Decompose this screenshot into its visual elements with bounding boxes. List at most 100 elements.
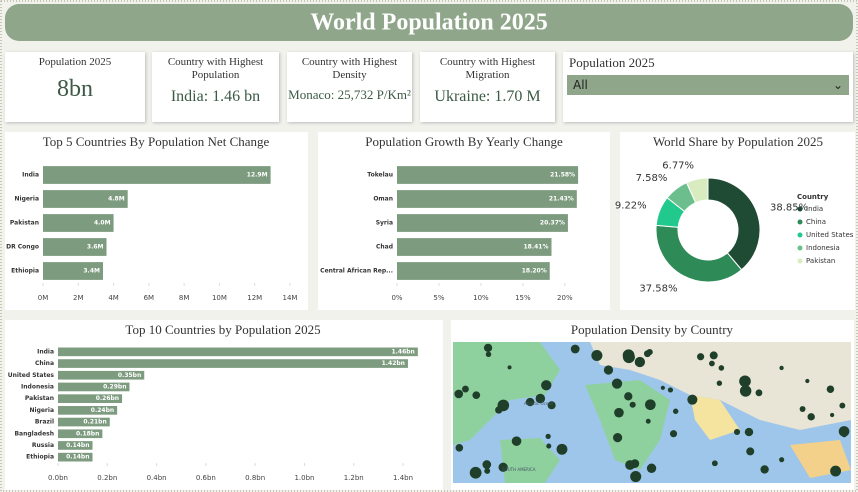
map-dot xyxy=(541,380,552,391)
map-dot xyxy=(760,465,769,474)
legend-swatch xyxy=(797,245,803,251)
card-value: India: 1.46 bn xyxy=(170,88,261,105)
bar xyxy=(58,417,110,427)
y-tick-label: Oman xyxy=(373,196,393,203)
data-label: 21.43% xyxy=(549,196,574,203)
map-dot xyxy=(454,389,464,399)
y-tick-label: India xyxy=(37,348,54,355)
slicer-dropdown[interactable]: All ⌄ xyxy=(567,75,849,95)
chevron: ⌄ xyxy=(832,78,843,92)
data-label: 6.77% xyxy=(662,160,694,171)
map-dot xyxy=(687,394,698,405)
map-dot xyxy=(660,385,665,390)
data-label: 0.35bn xyxy=(118,372,141,379)
y-tick-label: Pakistan xyxy=(25,395,54,402)
x-tick-label: 20% xyxy=(557,294,573,302)
data-label: 18.20% xyxy=(522,268,547,275)
map-dot xyxy=(841,431,847,438)
panel xyxy=(5,320,443,490)
legend-swatch xyxy=(797,232,803,238)
map-dot xyxy=(613,433,623,443)
x-tick-label: 1.0bn xyxy=(294,474,314,482)
map-dot xyxy=(556,443,568,455)
map-dot xyxy=(711,460,718,467)
bar xyxy=(43,190,128,208)
legend-title: Country xyxy=(797,193,829,201)
data-label: 3.4M xyxy=(83,268,100,275)
data-label: 0.24bn xyxy=(91,407,114,414)
map-dot xyxy=(472,391,481,400)
map-dot xyxy=(546,443,552,449)
bar xyxy=(58,452,93,462)
y-tick-label: DR Congo xyxy=(6,244,39,251)
donut-slice xyxy=(707,177,761,271)
bar xyxy=(58,370,145,380)
x-tick-label: 12M xyxy=(247,294,262,302)
y-tick-label: Russia xyxy=(32,442,54,449)
map-dot xyxy=(498,462,508,472)
map-dot xyxy=(462,385,469,393)
legend-label: Indonesia xyxy=(806,244,840,252)
data-label: 9.22% xyxy=(615,201,647,212)
kpi-card: Country with Highest Population India: 1.… xyxy=(152,52,279,122)
map-dot xyxy=(716,380,723,386)
map-dot xyxy=(591,349,603,362)
data-label: 3.6M xyxy=(87,244,104,251)
y-tick-label: Nigeria xyxy=(14,196,39,203)
map-dot xyxy=(672,408,679,414)
bar xyxy=(58,347,418,357)
map-dot xyxy=(826,385,835,393)
donut-slice xyxy=(655,224,743,283)
y-tick-label: Bangladesh xyxy=(14,430,54,437)
map-dot xyxy=(570,344,580,354)
data-label: 18.41% xyxy=(523,244,548,251)
map-dot xyxy=(622,349,635,362)
bar xyxy=(58,394,123,403)
y-tick-label: Central African Rep... xyxy=(320,268,393,275)
x-tick-label: 8M xyxy=(179,294,190,302)
map-dot xyxy=(485,351,492,358)
map-dot xyxy=(739,385,752,397)
map-dot xyxy=(603,365,614,375)
map-dot xyxy=(455,444,464,452)
legend-swatch xyxy=(797,219,803,225)
legend-label: India xyxy=(806,205,823,213)
map-dot xyxy=(469,466,482,479)
map-dot xyxy=(630,470,642,483)
bar xyxy=(397,214,568,232)
y-tick-label: Indonesia xyxy=(21,383,54,390)
legend-swatch xyxy=(797,258,803,264)
bar xyxy=(397,238,552,256)
kpi-card: Population 2025 8bn xyxy=(5,52,145,122)
map-dot xyxy=(644,399,656,411)
y-tick-label: Nigeria xyxy=(29,407,54,414)
x-tick-label: 1.4bn xyxy=(393,474,413,482)
chart-title: Population Growth By Yearly Change xyxy=(365,134,563,149)
y-tick-label: United States xyxy=(8,372,55,379)
data-label: 0.14bn xyxy=(66,454,89,461)
data-label: 0.26bn xyxy=(96,395,119,402)
map-dot xyxy=(829,412,835,418)
data-label: 0.14bn xyxy=(66,442,89,449)
map-label: SOUTH AMERICA xyxy=(502,467,536,472)
map-dot xyxy=(667,387,674,393)
slicer-label: Population 2025 xyxy=(569,55,655,70)
x-tick-label: 0.2bn xyxy=(97,474,117,482)
map-dot xyxy=(483,343,493,353)
data-label: 1.46bn xyxy=(391,348,414,355)
y-tick-label: Brazil xyxy=(35,419,54,426)
map-dot xyxy=(805,378,810,384)
x-tick-label: 0.8bn xyxy=(245,474,265,482)
legend-label: Pakistan xyxy=(806,257,835,265)
data-label: 4.0M xyxy=(94,220,111,227)
data-label: 0.21bn xyxy=(83,419,106,426)
map-dot xyxy=(643,350,651,358)
x-tick-label: 10M xyxy=(212,294,227,302)
map-dot xyxy=(511,436,522,446)
x-tick-label: 0% xyxy=(391,294,402,302)
card-value: Monaco: 25,732 P/Km² xyxy=(288,87,411,102)
map-dot xyxy=(535,393,546,404)
map-dot xyxy=(611,378,623,389)
x-tick-label: 2M xyxy=(73,294,84,302)
